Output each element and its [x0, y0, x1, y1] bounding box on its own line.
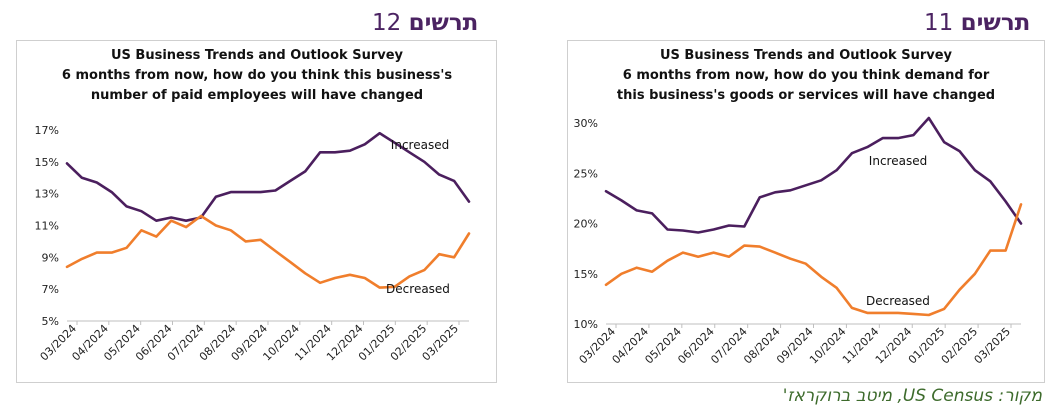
demand-chart-svg: US Business Trends and Outlook Survey 6 m…	[574, 48, 1023, 367]
series-line-decreased	[604, 203, 1023, 317]
x-tick-label: 03/2025	[972, 325, 1014, 367]
series-line-increased	[65, 131, 471, 222]
series-line-increased	[604, 116, 1023, 234]
y-tick-label: 11%	[35, 220, 59, 233]
y-tick-label: 15%	[35, 156, 59, 169]
series-label-decreased: Decreased	[866, 294, 930, 308]
series-label-increased: Increased	[869, 154, 927, 168]
y-tick-label: 17%	[35, 124, 59, 137]
heading-word: תרשים	[960, 10, 1031, 36]
demand-chart: US Business Trends and Outlook Survey 6 m…	[567, 40, 1045, 383]
series-label-increased: Increased	[391, 138, 449, 152]
y-tick-label: 5%	[42, 315, 59, 328]
chart-title-line: this business's goods or services will h…	[617, 88, 995, 103]
source-note: מקור: US Census, מיטב ברוקראז'	[782, 386, 1042, 406]
chart-title-line: US Business Trends and Outlook Survey	[660, 48, 953, 63]
y-tick-label: 25%	[574, 167, 598, 180]
y-tick-label: 7%	[42, 283, 59, 296]
y-tick-label: 10%	[574, 318, 598, 331]
chart-12-heading: תרשים 12	[372, 10, 478, 36]
series-line-decreased	[65, 214, 471, 289]
chart-title-line: number of paid employees will have chang…	[91, 88, 423, 103]
heading-number: 12	[372, 10, 402, 36]
y-tick-label: 9%	[42, 251, 59, 264]
series-label-decreased: Decreased	[386, 282, 450, 296]
y-tick-label: 15%	[574, 268, 598, 281]
chart-title-line: 6 months from now, how do you think dema…	[623, 68, 990, 83]
y-tick-label: 20%	[574, 218, 598, 231]
chart-11-heading: תרשים 11	[924, 10, 1030, 36]
employees-chart-svg: US Business Trends and Outlook Survey 6 m…	[35, 48, 471, 363]
heading-word: תרשים	[408, 10, 479, 36]
heading-number: 11	[924, 10, 954, 36]
y-tick-label: 13%	[35, 188, 59, 201]
employees-chart: US Business Trends and Outlook Survey 6 m…	[16, 40, 497, 383]
chart-title-line: US Business Trends and Outlook Survey	[111, 48, 404, 63]
chart-title-line: 6 months from now, how do you think this…	[62, 68, 452, 83]
y-tick-label: 30%	[574, 117, 598, 130]
